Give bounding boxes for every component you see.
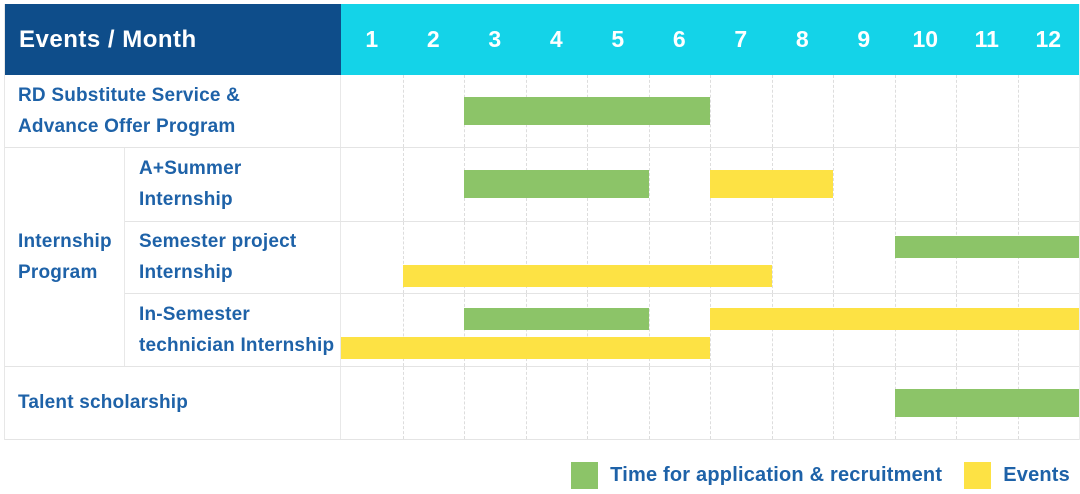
row-label: A+Summer: [139, 157, 242, 179]
month-cell: 3: [488, 26, 502, 52]
row-label: technician Internship: [139, 335, 335, 357]
gantt-bar-event: [710, 170, 833, 198]
month-gridline: [894, 148, 896, 221]
month-gridline: [771, 75, 773, 147]
month-gridline: [464, 367, 465, 439]
month-gridline: [464, 221, 465, 294]
legend-label: Time for application & recruitment: [610, 463, 943, 486]
sub-rows: A+Summer Internship Semester project Intern…: [125, 148, 1079, 366]
row-label-cell: RD Substitute Service & Advance Offer Pro…: [5, 75, 341, 147]
month-gridline: [833, 75, 834, 147]
table-row: A+Summer Internship: [125, 148, 1079, 221]
header-label: Events / Month: [19, 25, 197, 53]
gantt-bar-recruitment: [464, 97, 710, 125]
month-header: 1 2 3 4 5 6 7 8 9 10 11 12: [341, 4, 1079, 75]
table-row: Talent scholarship: [5, 367, 1079, 440]
month-gridline: [833, 367, 834, 439]
month-gridline: [525, 367, 527, 439]
month-gridline: [648, 221, 650, 294]
row-label: Advance Offer Program: [18, 116, 236, 137]
row-label: Semester project: [139, 231, 297, 253]
chart-cell: [341, 148, 1079, 221]
month-gridline: [402, 367, 404, 439]
row-label: In-Semester: [139, 303, 250, 325]
month-cell: 8: [795, 26, 809, 52]
month-gridline: [1017, 75, 1019, 147]
month-gridline: [648, 294, 650, 366]
month-cell: 4: [549, 26, 563, 52]
group-label: Program: [18, 262, 98, 283]
gantt-bar-recruitment: [894, 235, 1079, 258]
month-cell: 2: [426, 26, 440, 52]
gantt-bar-recruitment: [464, 170, 649, 198]
month-gridline: [956, 148, 957, 221]
month-gridline: [587, 221, 588, 294]
gantt-bar-event: [402, 264, 772, 287]
row-label-cell: In-Semester technician Internship: [125, 294, 341, 366]
legend-swatch-recruitment: [571, 461, 599, 489]
gantt-bar-event: [341, 337, 710, 360]
month-gridline: [710, 221, 711, 294]
row-label: Internship: [139, 262, 233, 284]
month-gridline: [525, 221, 527, 294]
month-gridline: [710, 367, 711, 439]
gantt-table: Events / Month 1 2 3 4 5 6 7 8 9 10 11 12 RD Substi…: [4, 4, 1080, 440]
month-gridline: [402, 75, 404, 147]
row-label: RD Substitute Service &: [18, 84, 241, 106]
row-label: Talent scholarship: [18, 392, 189, 414]
legend-item-recruitment: Time for application & recruitment: [571, 461, 943, 489]
header-row: Events / Month 1 2 3 4 5 6 7 8 9 10 11 12: [5, 4, 1079, 75]
month-cell: 1: [365, 26, 379, 52]
month-gridline: [710, 75, 711, 147]
gantt-body: RD Substitute Service & Advance Offer Pro…: [5, 75, 1079, 440]
gantt-bar-event: [710, 308, 1079, 331]
month-gridline: [402, 294, 404, 366]
month-cell: 7: [734, 26, 748, 52]
month-cell: 12: [1035, 26, 1062, 52]
month-cell: 6: [672, 26, 686, 52]
month-gridline: [833, 221, 834, 294]
gantt-bar-recruitment: [894, 389, 1079, 417]
chart-cell: [341, 367, 1079, 439]
month-cell: 9: [857, 26, 871, 52]
month-gridline: [648, 148, 650, 221]
month-gridline: [648, 367, 650, 439]
chart-cell: [341, 221, 1079, 294]
gantt-bar-recruitment: [464, 308, 649, 331]
row-label-cell: Semester project Internship: [125, 221, 341, 294]
chart-cell: [341, 294, 1079, 366]
group-label: Internship: [18, 230, 112, 252]
row-label-cell: Talent scholarship: [5, 367, 341, 439]
row-label-cell: A+Summer Internship: [125, 148, 341, 221]
legend-label: Events: [1003, 463, 1070, 486]
legend-item-event: Events: [964, 461, 1070, 489]
month-cell: 10: [912, 26, 939, 52]
legend: Time for application & recruitment Events: [571, 460, 1070, 490]
legend-swatch-event: [964, 461, 992, 489]
row-group: Internship Program A+Summer Internship Semes…: [5, 148, 1079, 367]
month-gridline: [771, 367, 773, 439]
month-gridline: [402, 148, 404, 221]
month-cell: 5: [611, 26, 625, 52]
table-row: Semester project Internship: [125, 220, 1079, 294]
month-gridline: [894, 75, 896, 147]
month-gridline: [402, 221, 404, 294]
header-label-cell: Events / Month: [5, 4, 341, 75]
month-gridline: [956, 75, 957, 147]
month-cell: 11: [974, 26, 999, 52]
chart-cell: [341, 75, 1079, 147]
month-gridline: [1017, 148, 1019, 221]
month-gridline: [587, 367, 588, 439]
month-gridline: [771, 221, 773, 294]
month-gridline: [833, 148, 834, 221]
group-label-cell: Internship Program: [5, 148, 125, 366]
table-row: In-Semester technician Internship: [125, 293, 1079, 366]
table-row: RD Substitute Service & Advance Offer Pro…: [5, 75, 1079, 148]
row-label: Internship: [139, 189, 233, 211]
